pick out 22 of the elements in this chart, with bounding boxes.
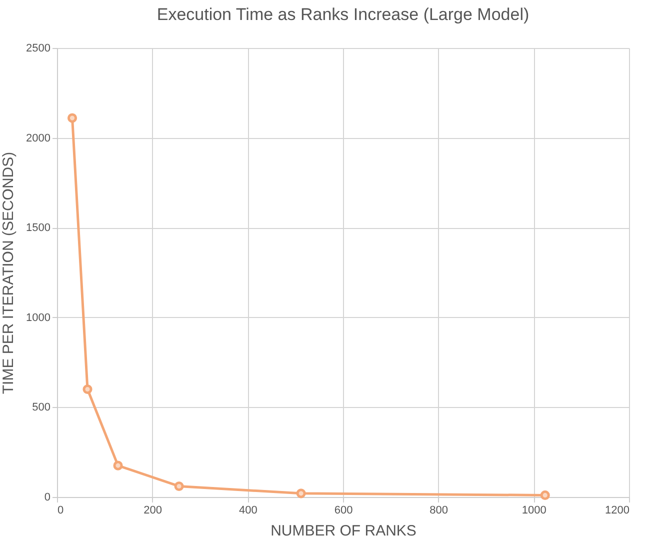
y-tick-label: 0 [44, 492, 50, 504]
point [67, 113, 78, 123]
x-tick-label: 200 [144, 504, 162, 516]
point [540, 490, 550, 500]
x-tick-label: 1200 [605, 504, 630, 516]
y-tick-label: 2000 [26, 132, 50, 144]
x-tick-label: 0 [58, 504, 64, 516]
point [174, 481, 184, 492]
y-tick-label: 500 [32, 402, 50, 414]
y-tick-label: 1500 [26, 222, 50, 234]
x-tick-label: 600 [334, 504, 353, 516]
x-tick-label: 800 [430, 504, 448, 516]
point [82, 384, 92, 394]
y-tick-label: 1000 [26, 312, 50, 324]
point [113, 460, 123, 470]
x-tick-label: 1000 [522, 504, 546, 516]
point [296, 488, 306, 498]
y-axis-title: TIME PER ITERATION (SECONDS) [0, 152, 18, 394]
y-tick-label: 2500 [26, 42, 50, 54]
x-tick-label: 400 [238, 504, 258, 516]
chart-title: Execution Time as Ranks Increase (Large Model) [156, 5, 530, 24]
x-axis-title: NUMBER OF RANKS [270, 522, 416, 540]
